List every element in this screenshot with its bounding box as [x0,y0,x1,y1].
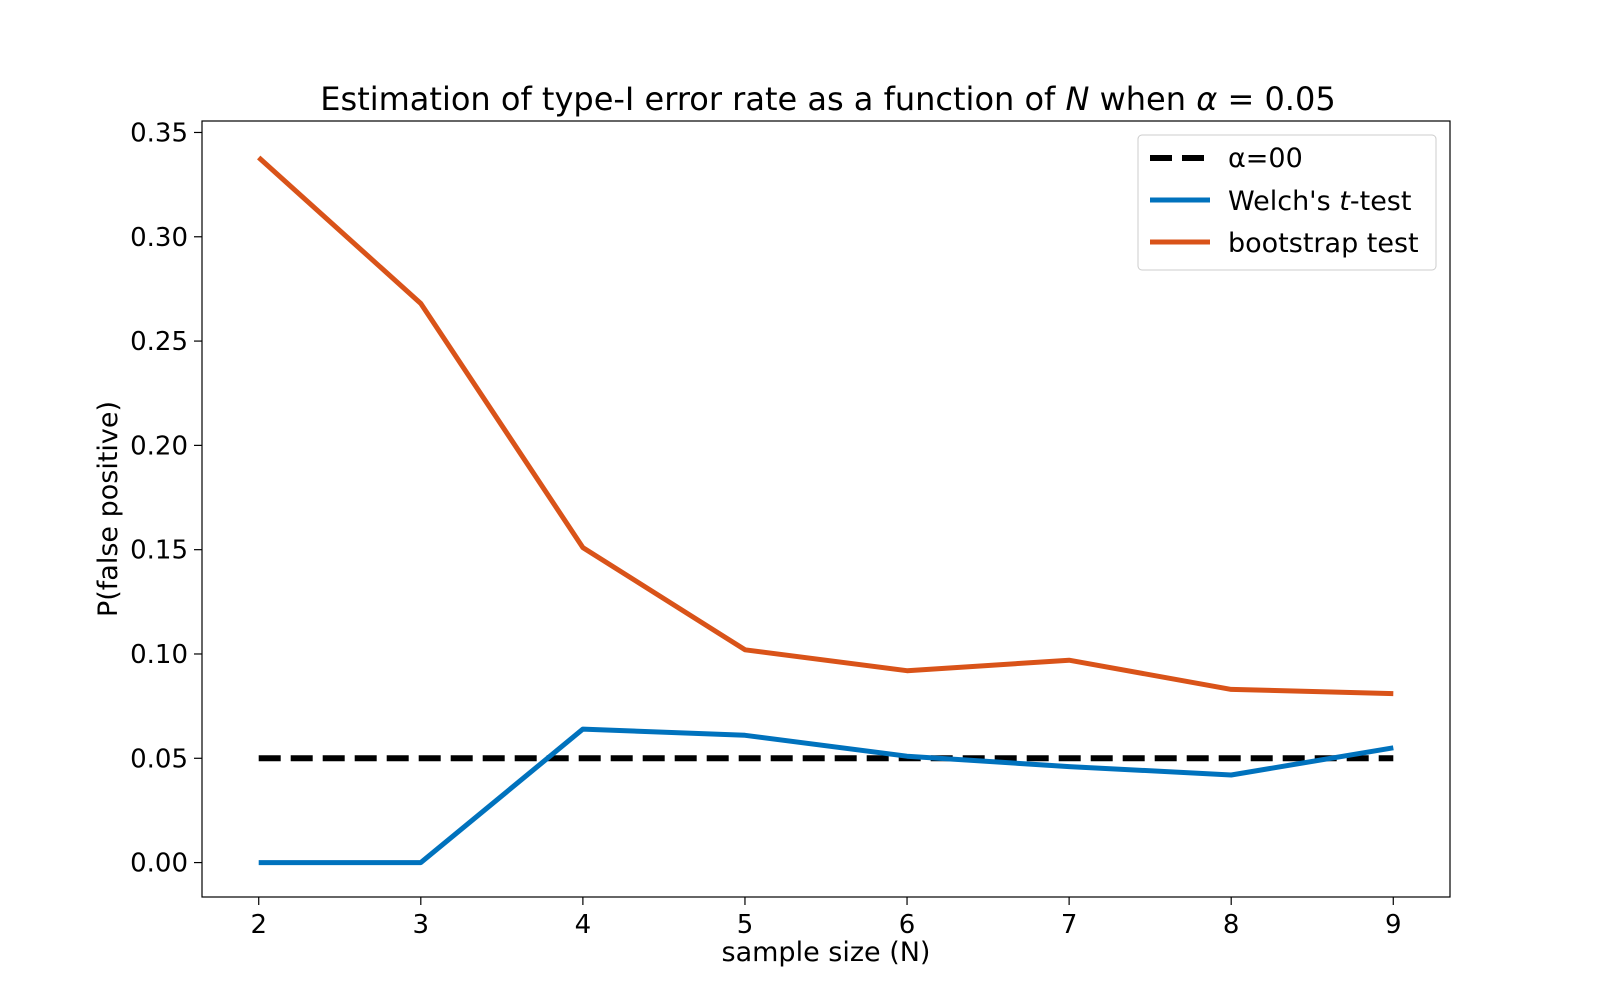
x-tick-label: 3 [413,910,430,940]
x-tick-label: 4 [575,910,592,940]
legend-welch-part1: Welch's [1228,186,1339,217]
x-tick-label: 2 [250,910,267,940]
legend-welch-t: t [1339,186,1351,217]
x-tick-label: 8 [1223,910,1240,940]
x-tick-label: 5 [737,910,754,940]
plot-area-frame [201,120,1451,898]
legend-label-bootstrap: bootstrap test [1228,228,1419,259]
legend-label-welch: Welch's t-test [1228,186,1411,217]
legend-label-alpha: α=00 [1228,143,1303,174]
y-tick-label: 0.35 [130,118,188,148]
title-var-alpha: α [1196,80,1217,118]
x-axis: 2 3 4 5 6 7 8 9 [250,897,1402,940]
series-line-bootstrap [257,155,1394,697]
y-tick-label: 0.00 [130,849,188,879]
y-tick-label: 0.20 [130,431,188,461]
y-axis-label: P(false positive) [93,401,124,617]
series-line-welch [258,726,1394,866]
chart-title: Estimation of type-I error rate as a fun… [320,80,1335,118]
x-tick-label: 6 [899,910,916,940]
y-tick-label: 0.05 [130,744,188,774]
title-text-eq: = 0.05 [1217,80,1335,118]
legend: α=00 Welch's t-test bootstrap test [1137,134,1437,271]
y-tick-label: 0.10 [130,640,188,670]
title-text-mid: when [1089,80,1196,118]
title-text-main: Estimation of type-I error rate as a fun… [320,80,1065,118]
y-tick-label: 0.30 [130,223,188,253]
x-axis-label: sample size (N) [722,937,931,968]
legend-box [1137,134,1437,271]
legend-welch-part2: -test [1350,186,1412,217]
x-tick-label: 7 [1061,910,1078,940]
title-var-n: N [1065,80,1089,118]
x-tick-label: 9 [1385,910,1402,940]
y-axis: 0.00 0.05 0.10 0.15 0.20 0.25 0.30 0.35 [130,118,202,879]
y-tick-label: 0.25 [130,327,188,357]
y-tick-label: 0.15 [130,536,188,566]
series-lines [257,155,1394,866]
